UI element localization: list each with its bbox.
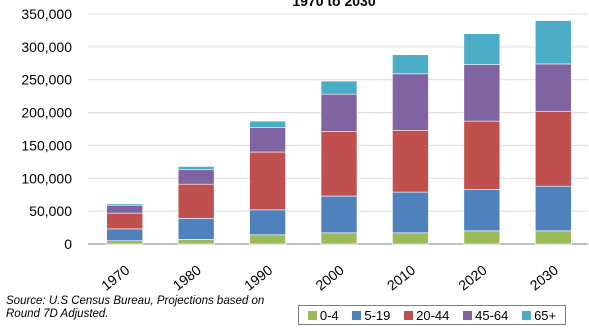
legend-item: 0-4	[307, 307, 339, 323]
bar-segment-5-19-2000	[320, 195, 358, 234]
bar-segment-45-64-2000	[320, 93, 358, 132]
legend-item: 20-44	[404, 308, 449, 323]
y-tick-label: 150,000	[21, 137, 72, 153]
legend-label: 45-64	[475, 307, 509, 323]
x-axis-ticks: 1970 1980 1990 2000 2010 2020 2030	[98, 262, 561, 294]
bar-segment-0-4-1990	[249, 234, 286, 245]
bar-segment-0-4-1970	[106, 240, 144, 245]
bar-segment-65+-1980	[177, 166, 215, 171]
y-tick-label: 300,000	[21, 39, 72, 55]
bar-segment-45-64-1990	[249, 127, 286, 153]
y-axis-ticks: 0 50,000 100,000 150,000 200,000 250,000 300,0…	[21, 6, 72, 252]
legend-item: 45-64	[463, 308, 508, 323]
legend-label: 65+	[534, 307, 557, 323]
bar-segment-65+-1990	[249, 120, 286, 128]
legend-item: 5-19	[352, 308, 390, 323]
bar-segment-5-19-1970	[106, 228, 144, 242]
bar-segment-45-64-2020	[463, 64, 501, 122]
bar-segment-0-4-1980	[177, 239, 215, 245]
bar-segment-20-44-2030	[534, 110, 572, 187]
bars	[106, 20, 572, 245]
y-tick-label: 250,000	[21, 72, 72, 88]
source-note: Source: U.S Census Bureau, Projections b…	[6, 295, 265, 320]
x-tick-label: 1970	[98, 262, 133, 294]
bar-segment-5-19-2020	[463, 189, 501, 232]
x-tick-label: 2030	[527, 262, 562, 294]
legend-swatch	[522, 310, 532, 320]
bar-segment-0-4-2020	[463, 230, 501, 245]
x-tick-label: 2020	[455, 262, 490, 294]
bar-segment-65+-2030	[534, 20, 572, 65]
legend-label: 5-19	[364, 307, 391, 323]
bar-segment-5-19-1980	[177, 218, 215, 240]
x-tick-label: 2000	[312, 262, 347, 294]
bar-segment-0-4-2000	[320, 232, 358, 245]
legend-swatch	[307, 310, 317, 320]
bar-segment-20-44-1970	[106, 212, 144, 230]
bar-segment-45-64-2010	[392, 73, 429, 131]
legend-swatch	[463, 310, 473, 320]
y-tick-label: 0	[64, 236, 72, 252]
bar-segment-65+-2010	[392, 54, 429, 75]
chart-title: 1970 to 2030	[292, 0, 375, 9]
x-tick-label: 1980	[170, 262, 205, 294]
legend: 0-4 5-19 20-44 45-64 65+	[298, 305, 566, 325]
bar-segment-65+-2000	[320, 80, 358, 95]
bar-segment-65+-2020	[463, 33, 501, 65]
bar-segment-20-44-2020	[463, 120, 501, 190]
bar-segment-45-64-1970	[106, 204, 144, 214]
bar-segment-5-19-2030	[534, 185, 572, 232]
y-tick-label: 50,000	[29, 203, 72, 219]
bar-segment-20-44-1990	[249, 151, 286, 211]
bar-segment-20-44-1980	[177, 183, 215, 219]
bar-segment-65+-1970	[106, 203, 144, 206]
bar-segment-5-19-2010	[392, 191, 429, 234]
bar-segment-45-64-1980	[177, 169, 215, 185]
legend-swatch	[404, 310, 414, 320]
bar-segment-20-44-2010	[392, 130, 429, 193]
legend-label: 20-44	[416, 307, 450, 323]
legend-swatch	[352, 310, 362, 320]
bar-segment-0-4-2010	[392, 232, 429, 245]
legend-item: 65+	[522, 308, 556, 323]
y-tick-label: 100,000	[21, 170, 72, 186]
x-tick-label: 2010	[384, 262, 419, 294]
legend-label: 0-4	[319, 307, 339, 323]
bar-segment-0-4-2030	[534, 230, 572, 245]
bar-segment-20-44-2000	[320, 131, 358, 197]
y-tick-label: 200,000	[21, 105, 72, 121]
y-tick-label: 350,000	[21, 6, 72, 22]
bar-segment-5-19-1990	[249, 209, 286, 236]
bar-segment-45-64-2030	[534, 63, 572, 112]
x-tick-label: 1990	[241, 262, 276, 294]
